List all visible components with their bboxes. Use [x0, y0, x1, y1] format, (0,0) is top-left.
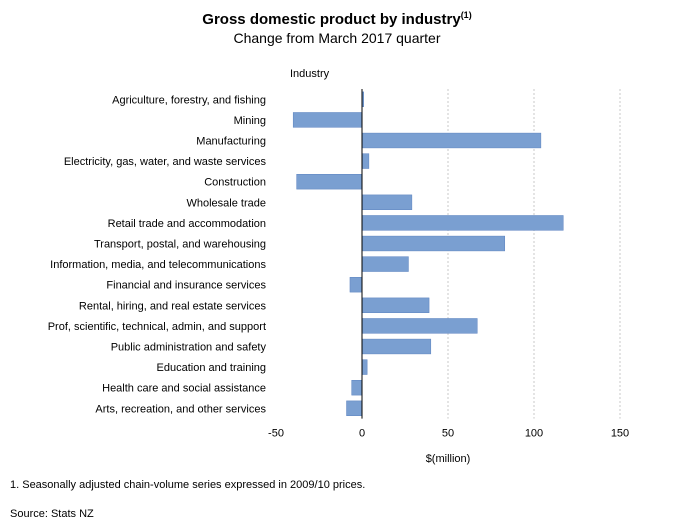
source-note: Source: Stats NZ [10, 508, 94, 520]
bar [361, 256, 409, 272]
bar [361, 215, 564, 231]
category-label: Public administration and safety [111, 342, 267, 354]
bar [361, 132, 542, 149]
category-label: Education and training [157, 362, 266, 374]
bar [361, 318, 478, 334]
gridlines [447, 89, 621, 419]
chart-subtitle: Change from March 2017 quarter [233, 30, 441, 46]
bar [346, 400, 363, 416]
chart-title: Gross domestic product by industry(1) [202, 10, 472, 28]
category-label: Manufacturing [196, 136, 266, 148]
bar [361, 153, 370, 169]
bar [361, 194, 413, 210]
category-label: Transport, postal, and warehousing [94, 239, 266, 251]
category-label: Rental, hiring, and real estate services [79, 300, 267, 312]
category-label: Prof, scientific, technical, admin, and … [48, 321, 266, 333]
x-tick-label: 50 [442, 428, 454, 440]
x-tick-labels: -50 0 50 100 150 [268, 428, 629, 440]
bar [361, 338, 432, 355]
x-tick-label: 0 [359, 428, 365, 440]
footnote: 1. Seasonally adjusted chain-volume seri… [10, 479, 366, 491]
category-label: Financial and insurance services [106, 280, 266, 292]
x-tick-label: 100 [525, 428, 543, 440]
bar [361, 235, 506, 252]
bar [296, 174, 363, 190]
bar [349, 277, 363, 293]
bars [292, 91, 564, 416]
bar [361, 297, 430, 313]
category-label: Wholesale trade [187, 197, 267, 209]
category-label: Retail trade and accommodation [108, 218, 266, 230]
bar [361, 359, 368, 375]
x-axis-label: $(million) [426, 453, 471, 465]
category-label: Electricity, gas, water, and waste servi… [64, 156, 267, 168]
x-tick-label: 150 [611, 428, 629, 440]
bar [351, 380, 363, 396]
category-labels: Agriculture, forestry, and fishing Mining… [48, 94, 267, 415]
category-label: Information, media, and telecommunicatio… [50, 259, 266, 271]
bar [292, 112, 363, 128]
x-tick-label: -50 [268, 428, 284, 440]
category-label: Construction [204, 177, 266, 189]
category-label: Agriculture, forestry, and fishing [112, 94, 266, 106]
category-axis-label: Industry [290, 68, 330, 80]
category-label: Mining [234, 115, 266, 127]
title-footnote-ref: (1) [460, 10, 472, 20]
category-label: Arts, recreation, and other services [95, 403, 266, 415]
category-label: Health care and social assistance [102, 383, 266, 395]
